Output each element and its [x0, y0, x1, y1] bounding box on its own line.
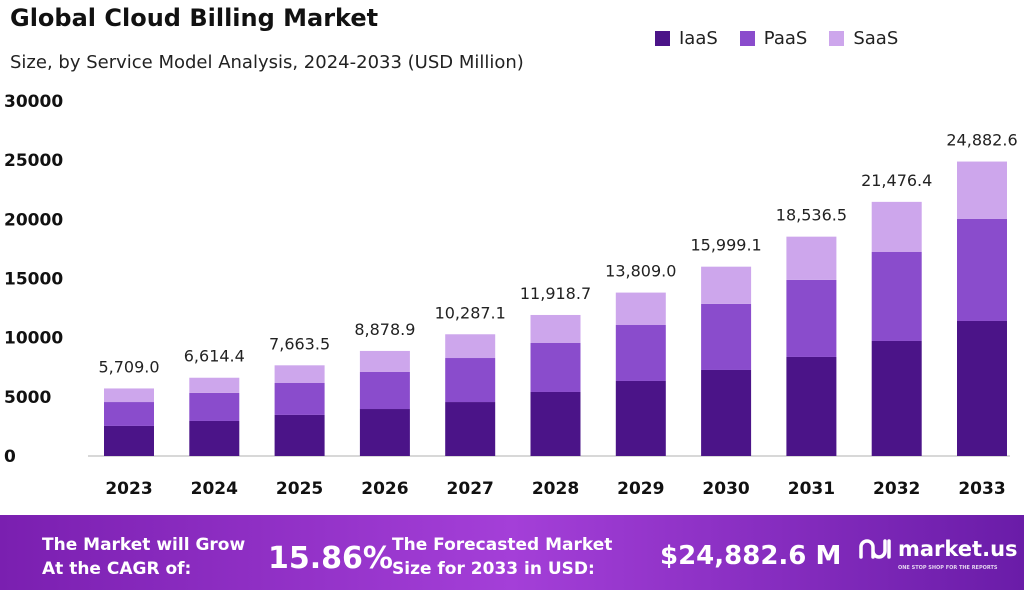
- forecast-label: The Forecasted Market Size for 2033 in US…: [392, 535, 613, 579]
- total-label: 6,614.4: [184, 347, 245, 366]
- y-tick-label: 30000: [4, 92, 63, 112]
- logo-tagline: ONE STOP SHOP FOR THE REPORTS: [898, 565, 998, 571]
- total-label: 15,999.1: [690, 236, 761, 255]
- total-label: 8,878.9: [354, 320, 415, 339]
- bar-paas-2033: [957, 218, 1007, 321]
- chart-subtitle: Size, by Service Model Analysis, 2024-20…: [10, 52, 524, 73]
- bar-paas-2024: [189, 392, 240, 421]
- bar-saas-2029: [615, 292, 666, 326]
- legend-label: PaaS: [763, 28, 808, 49]
- footer-banner: The Market will Grow At the CAGR of: 15.8…: [0, 515, 1024, 590]
- legend-item-paas: PaaS: [739, 28, 808, 49]
- chart-title: Global Cloud Billing Market: [10, 4, 379, 32]
- bar-saas-2025: [274, 365, 325, 383]
- bar-paas-2026: [359, 371, 410, 410]
- y-tick-label: 25000: [4, 151, 63, 171]
- x-tick-label: 2032: [873, 479, 920, 499]
- bar-saas-2033: [957, 161, 1007, 219]
- total-label: 21,476.4: [861, 171, 932, 190]
- bar-iaas-2033: [957, 320, 1007, 456]
- x-tick-label: 2023: [105, 479, 152, 499]
- bar-saas-2024: [189, 377, 240, 393]
- x-tick-label: 2026: [361, 479, 408, 499]
- legend-item-saas: SaaS: [829, 28, 898, 49]
- total-label: 10,287.1: [435, 303, 506, 322]
- bar-iaas-2024: [189, 420, 240, 456]
- bar-paas-2029: [615, 325, 666, 381]
- cagr-label: The Market will Grow At the CAGR of:: [42, 535, 246, 579]
- bar-paas-2032: [871, 251, 922, 341]
- bar-paas-2030: [701, 303, 752, 370]
- bar-iaas-2025: [274, 414, 325, 456]
- x-tick-label: 2028: [532, 479, 579, 499]
- total-label: 18,536.5: [776, 206, 847, 225]
- x-tick-label: 2031: [788, 479, 835, 499]
- bar-saas-2030: [701, 266, 752, 304]
- logo-icon: [859, 539, 891, 559]
- y-tick-label: 10000: [4, 329, 63, 349]
- x-tick-label: 2025: [276, 479, 323, 499]
- bar-iaas-2032: [871, 340, 922, 456]
- bar-saas-2032: [871, 201, 922, 252]
- y-tick-label: 5000: [4, 388, 51, 408]
- y-tick-label: 20000: [4, 210, 63, 230]
- legend-swatch: [739, 31, 755, 46]
- cagr-value: 15.86%: [268, 541, 393, 576]
- x-tick-label: 2033: [958, 479, 1005, 499]
- bar-iaas-2030: [701, 369, 752, 456]
- legend-swatch: [829, 31, 845, 46]
- bar-paas-2031: [786, 279, 837, 357]
- bar-iaas-2028: [530, 391, 581, 456]
- bar-saas-2031: [786, 236, 837, 280]
- x-tick-label: 2027: [447, 479, 494, 499]
- forecast-value: $24,882.6 M: [660, 541, 842, 571]
- x-tick-label: 2029: [617, 479, 664, 499]
- bar-saas-2027: [445, 334, 496, 359]
- bar-iaas-2029: [615, 380, 666, 456]
- bar-iaas-2026: [359, 409, 410, 456]
- legend-label: IaaS: [679, 28, 718, 49]
- x-tick-label: 2024: [191, 479, 238, 499]
- total-label: 24,882.6: [946, 131, 1017, 150]
- total-label: 13,809.0: [605, 262, 676, 281]
- legend-swatch: [655, 31, 670, 46]
- total-label: 7,663.5: [269, 334, 330, 353]
- y-tick-label: 0: [4, 447, 16, 467]
- total-label: 5,709.0: [98, 357, 159, 376]
- total-label: 11,918.7: [520, 284, 591, 303]
- bar-paas-2028: [530, 342, 581, 392]
- y-tick-label: 15000: [4, 270, 63, 290]
- bar-saas-2026: [359, 350, 410, 372]
- bar-paas-2023: [104, 402, 154, 426]
- chart-plot: 0 5000 10000 15000 20000 25000 30000 5,709.0 202…: [4, 92, 1018, 499]
- bar-iaas-2031: [786, 356, 837, 456]
- legend-item-iaas: IaaS: [655, 28, 718, 49]
- bar-iaas-2023: [104, 425, 154, 456]
- bar-paas-2027: [445, 358, 496, 403]
- bar-saas-2023: [104, 388, 154, 403]
- market-us-logo: market.us: [858, 537, 1018, 561]
- x-tick-label: 2030: [702, 479, 749, 499]
- bar-saas-2028: [530, 314, 581, 343]
- bar-iaas-2027: [445, 402, 496, 456]
- legend-label: SaaS: [853, 28, 899, 49]
- legend: IaaS PaaS SaaS: [655, 28, 898, 49]
- bar-paas-2025: [274, 382, 325, 415]
